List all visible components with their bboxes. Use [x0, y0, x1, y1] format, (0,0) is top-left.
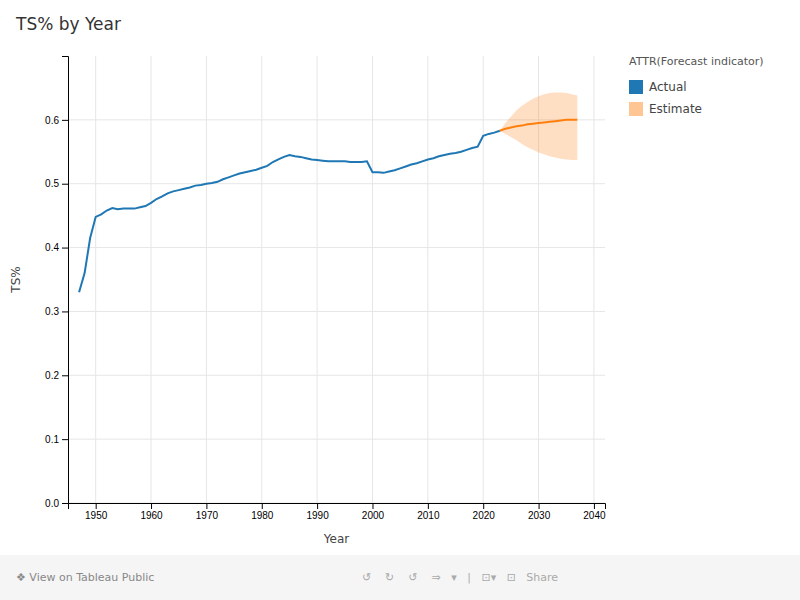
tick: 0.2 [45, 370, 68, 381]
tick-mark [483, 503, 484, 509]
tick-mark [62, 184, 68, 185]
legend-swatch [629, 102, 643, 116]
tick-label: 2000 [362, 510, 385, 521]
axis-domain [69, 504, 606, 510]
x-axis-title: Year [323, 532, 349, 546]
grid [68, 56, 605, 503]
line [79, 131, 500, 293]
tick-label: 1980 [251, 510, 274, 521]
grid-line-x [427, 56, 428, 503]
tick-label: 1950 [85, 510, 108, 521]
tick: 1970 [196, 503, 219, 521]
grid-line-y [68, 375, 605, 376]
grid-line-x [483, 56, 484, 503]
tick-mark [372, 503, 373, 509]
tick-label: 2030 [528, 510, 551, 521]
tick: 0.5 [45, 178, 68, 189]
tick: 2010 [417, 503, 440, 521]
title: TS% by Year [15, 14, 121, 34]
footer-bar [0, 555, 800, 600]
tick-mark [206, 503, 207, 509]
grid-line-x [593, 56, 594, 503]
tick-mark [62, 311, 68, 312]
tick-mark [62, 439, 68, 440]
tick-mark [62, 248, 68, 249]
tick: 1960 [140, 503, 163, 521]
axis-domain [62, 57, 69, 504]
legend-swatch [629, 80, 643, 94]
tick: 1990 [306, 503, 329, 521]
tick: 2020 [473, 503, 496, 521]
tick-mark [428, 503, 429, 509]
tick: 1950 [85, 503, 108, 521]
tick-mark [96, 503, 97, 509]
grid-line-y [68, 311, 605, 312]
tick-label: 0.2 [45, 370, 59, 381]
tick: 0.6 [45, 115, 68, 126]
line [500, 120, 578, 131]
tick: 0.4 [45, 242, 68, 253]
annotation: ↺ ↻ ↺ ⇒ ▾ | ⊡▾ ⊡ Share [362, 571, 558, 584]
tick-label: 0.5 [45, 178, 59, 189]
grid-line-x [151, 56, 152, 503]
y-axis-title: TS% [9, 266, 23, 293]
tick-label: 0.1 [45, 434, 59, 445]
tick-label: 2010 [417, 510, 440, 521]
legend-title: ATTR(Forecast indicator) [629, 55, 764, 68]
tick-mark [594, 503, 595, 509]
annotation: ❖ View on Tableau Public [16, 571, 154, 584]
legend-label: Estimate [649, 102, 702, 116]
grid-line-x [206, 56, 207, 503]
tick-mark [62, 120, 68, 121]
chart: TS% by Year 1950 1960 1970 1980 1990 2000 2010 2… [0, 0, 800, 600]
y-axis: 0.0 0.1 0.2 0.3 0.4 0.5 0.6 [45, 57, 68, 509]
tick-mark [317, 503, 318, 509]
tick: 2040 [583, 503, 606, 521]
tick: 0.0 [45, 498, 68, 509]
tick-mark [62, 375, 68, 376]
tick-label: 2020 [473, 510, 496, 521]
grid-line-y [68, 183, 605, 184]
grid-line-y [68, 439, 605, 440]
tick: 1980 [251, 503, 274, 521]
tick-label: 1990 [306, 510, 329, 521]
grid-line-y [68, 247, 605, 248]
tick-mark [62, 503, 68, 504]
tick-label: 2040 [583, 510, 606, 521]
grid-line-x [317, 56, 318, 503]
tick-label: 0.4 [45, 242, 59, 253]
tick: 0.3 [45, 306, 68, 317]
grid-line-x [372, 56, 373, 503]
tick-mark [262, 503, 263, 509]
tick: 2030 [528, 503, 551, 521]
tick-label: 1960 [140, 510, 163, 521]
legend: ATTR(Forecast indicator) Actual Estimate [629, 55, 764, 116]
tick-label: 0.3 [45, 306, 59, 317]
x-axis: 1950 1960 1970 1980 1990 2000 2010 2020 2030 2040 [69, 503, 606, 521]
tick: 0.1 [45, 434, 68, 445]
grid-line-x [95, 56, 96, 503]
tick-mark [151, 503, 152, 509]
legend-label: Actual [649, 80, 687, 94]
tick-label: 0.6 [45, 115, 59, 126]
marks [79, 92, 577, 292]
grid-line-x [261, 56, 262, 503]
tick: 2000 [362, 503, 385, 521]
tick-mark [539, 503, 540, 509]
plot: 1950 1960 1970 1980 1990 2000 2010 2020 2030 2040… [45, 56, 606, 521]
band [500, 92, 578, 160]
tick-label: 1970 [196, 510, 219, 521]
tick-label: 0.0 [45, 498, 59, 509]
